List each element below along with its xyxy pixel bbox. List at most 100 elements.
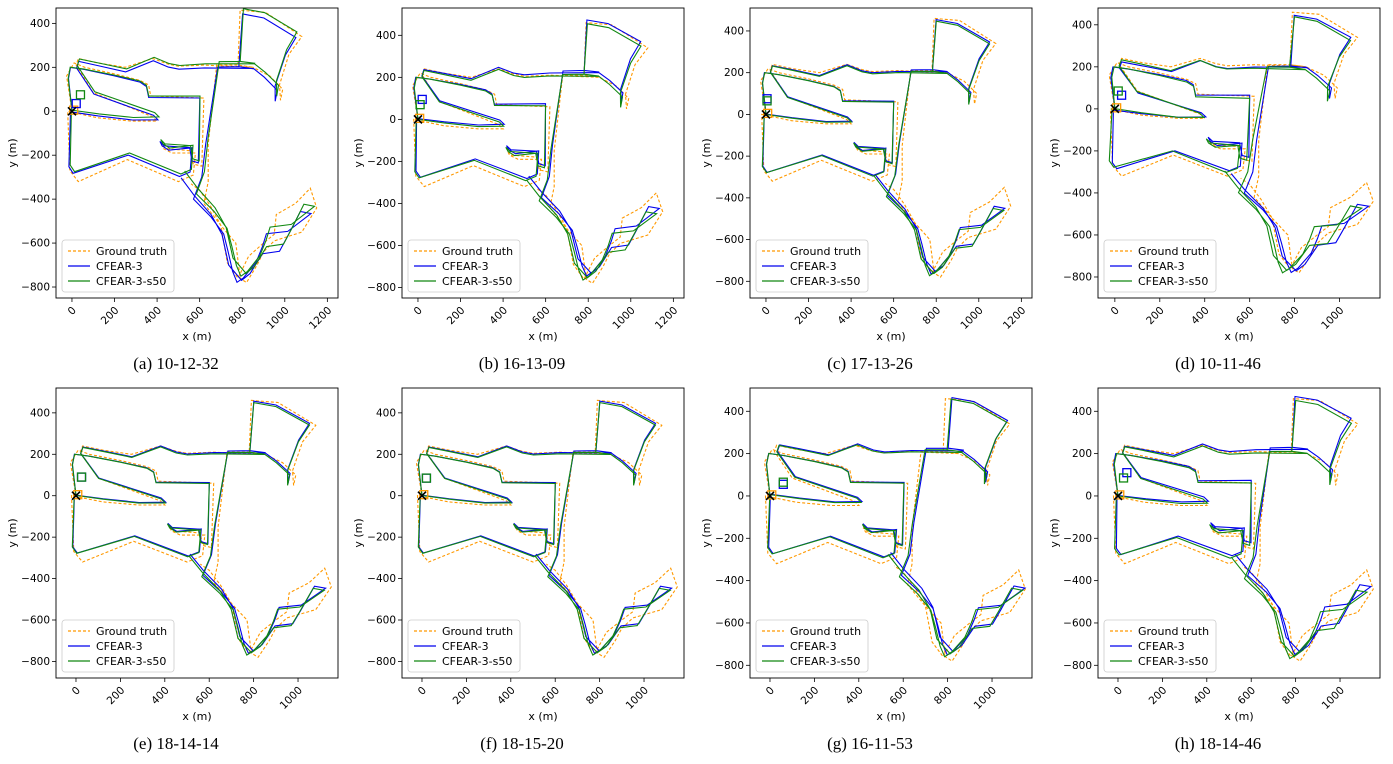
cfear3-end-marker [417,94,427,105]
ground-truth-end-marker [767,490,777,500]
ground-truth-end-marker [419,490,429,500]
x-axis-label: x (m) [182,710,211,723]
x-axis-label: x (m) [528,710,557,723]
x-tick-label: 200 [799,684,822,707]
x-tick-label: 400 [495,684,518,707]
trajectory-plot: −800 −600 −400 −200 0 200 400 0 200 400 600 800 1000… [1048,7,1381,343]
trajectory-plot: −800 −600 −400 −200 0 200 400 0 200 400 600 800 1000… [700,387,1033,723]
axes-frame [1097,7,1381,299]
x-tick-label: 200 [105,684,128,707]
x-axis-label: x (m) [876,710,905,723]
y-axis-label: y (m) [1048,518,1061,547]
y-tick-label: −400 [715,575,744,587]
trajectory-panel: −800 −600 −400 −200 0 200 400 0 200 400 600 800 1000… [352,384,692,764]
ground-truth-end-marker [1112,103,1122,113]
x-axis-label: x (m) [182,330,211,343]
x-tick-label: 0 [760,304,773,317]
cfear3-s50-line [1108,16,1364,274]
legend: Ground truth CFEAR-3 CFEAR-3-s50 [755,619,869,673]
origin-marker [67,106,77,116]
legend-label: Ground truth [790,625,861,638]
x-axis-label: x (m) [1224,710,1253,723]
ground-truth-line [763,398,1026,662]
y-tick-label: 200 [376,72,396,84]
y-tick-label: −600 [21,238,50,250]
panel-caption: (g) 16-11-53 [827,734,913,753]
cfear3-s50-line [1113,399,1369,660]
x-tick-label: 1000 [1319,304,1346,331]
trajectory-plot: −800 −600 −400 −200 0 200 400 0 200 400 600 800 1000… [6,387,339,723]
x-tick-label: 0 [70,684,83,697]
legend-label: Ground truth [1138,625,1209,638]
x-tick-label: 600 [530,304,553,327]
y-axis-label: y (m) [700,138,713,167]
trajectory-panel: −800 −600 −400 −200 0 200 400 0 200 400 600 800 1000… [700,4,1040,384]
x-tick-label: 1200 [653,304,680,331]
cfear3-s50-line [71,401,326,656]
x-tick-label: 400 [149,684,172,707]
x-tick-label: 800 [573,304,596,327]
trajectory-panel: −800 −600 −400 −200 0 200 400 0 200 400 600 800 1000… [352,4,692,384]
x-tick-label: 400 [843,684,866,707]
cfear3-end-marker [778,479,788,489]
cfear3-line [417,400,674,655]
y-axis-label: y (m) [6,138,19,167]
x-axis-label: x (m) [528,330,557,343]
y-tick-label: −400 [21,573,50,585]
x-tick-label: 400 [1191,684,1214,707]
y-tick-label: −400 [1063,187,1092,199]
x-tick-label: 400 [1189,304,1212,327]
y-tick-label: −800 [367,282,396,294]
y-tick-label: 200 [724,448,744,460]
trajectory-plot: −800 −600 −400 −200 0 200 400 0 200 400 600 800 1000… [352,387,685,723]
y-axis-label: y (m) [1048,138,1061,167]
y-tick-label: 400 [376,407,396,419]
panel-caption: (a) 10-12-32 [133,354,219,373]
y-tick-label: −600 [715,234,744,246]
legend: Ground truth CFEAR-3 CFEAR-3-s50 [1103,619,1217,673]
y-tick-label: 200 [1072,61,1092,73]
trajectory-panel: −800 −600 −400 −200 0 200 400 0 200 400 600 800 1000… [6,4,346,384]
origin-marker [1110,104,1120,114]
y-tick-label: −600 [21,615,50,627]
y-tick-label: −200 [21,150,50,162]
y-tick-label: 0 [43,490,50,502]
y-tick-label: 0 [1085,490,1092,502]
ground-truth-end-marker [763,108,773,119]
x-tick-label: 0 [764,684,777,697]
legend-label: Ground truth [442,245,513,258]
legend-label: CFEAR-3-s50 [442,655,512,668]
legend: Ground truth CFEAR-3 CFEAR-3-s50 [407,619,521,673]
trajectory-plot: −800 −600 −400 −200 0 200 400 0 200 400 600 800 1000… [6,7,339,343]
legend-label: Ground truth [1138,245,1209,258]
x-tick-label: 1000 [624,684,651,711]
cfear3-s50-line [761,20,1006,277]
x-tick-label: 200 [1147,684,1170,707]
origin-marker [413,114,423,124]
x-tick-label: 800 [921,304,944,327]
y-tick-label: −600 [1063,617,1092,629]
x-tick-label: 800 [932,684,955,707]
x-tick-label: 200 [1144,304,1167,327]
legend: Ground truth CFEAR-3 CFEAR-3-s50 [61,619,175,673]
cfear3-s50-end-marker [415,100,425,110]
y-tick-label: 400 [1072,406,1092,418]
y-tick-label: −400 [367,573,396,585]
x-tick-label: 0 [416,684,429,697]
ground-truth-end-marker [69,105,79,115]
legend-label: Ground truth [96,245,167,258]
x-tick-label: 800 [1280,684,1303,707]
x-tick-label: 1000 [958,304,985,331]
y-tick-label: 200 [30,62,50,74]
legend-label: CFEAR-3 [442,260,489,273]
y-axis-label: y (m) [6,518,19,547]
x-tick-label: 600 [194,684,217,707]
x-tick-label: 800 [227,304,250,327]
panel-caption: (d) 10-11-46 [1175,354,1261,373]
legend: Ground truth CFEAR-3 CFEAR-3-s50 [61,239,175,293]
x-tick-label: 0 [66,304,79,317]
x-axis-label: x (m) [876,330,905,343]
y-tick-label: −600 [715,617,744,629]
cfear3-line [71,400,328,655]
legend-label: Ground truth [96,625,167,638]
